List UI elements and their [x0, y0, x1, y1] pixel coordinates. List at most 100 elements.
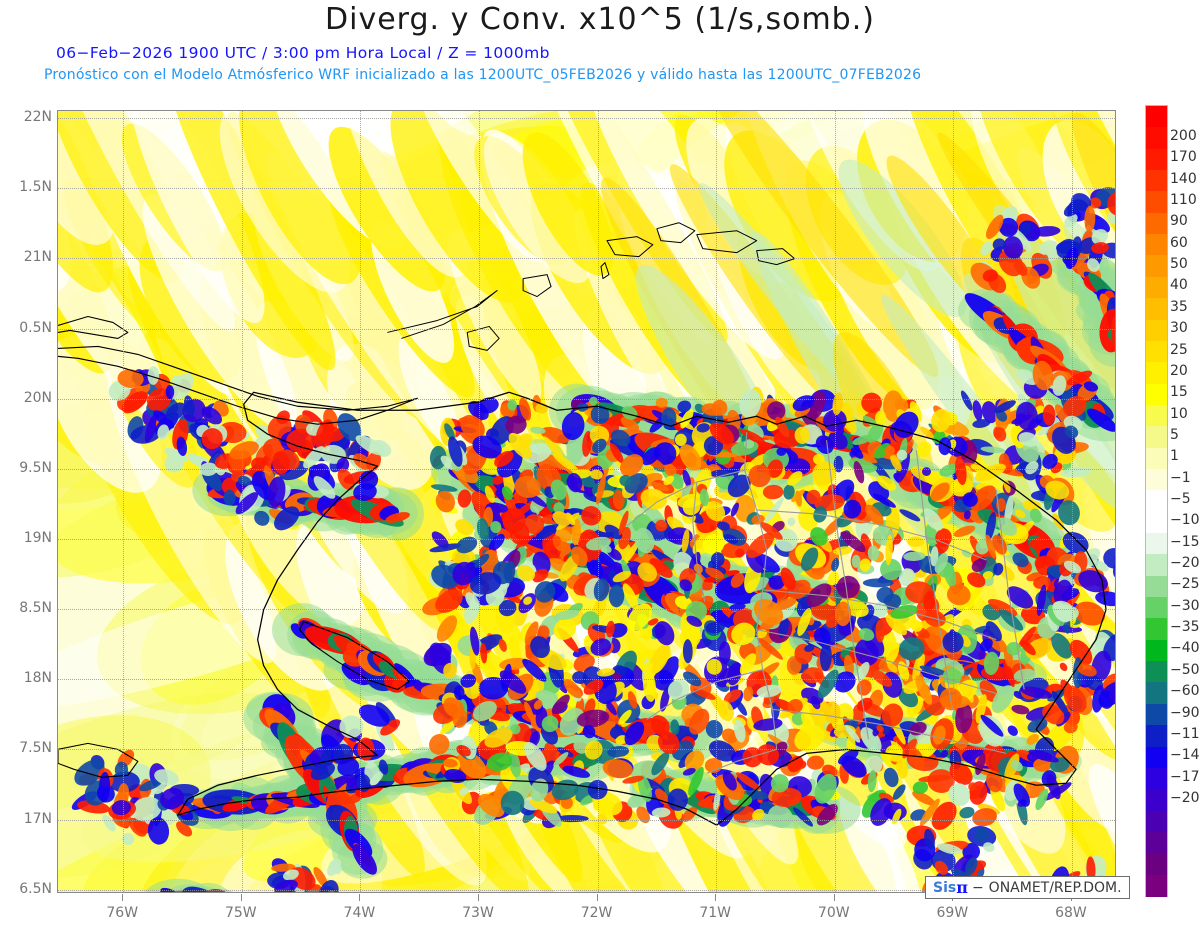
field-cell — [919, 798, 940, 826]
divergence-convergence-field — [58, 111, 1115, 892]
field-cell — [619, 474, 632, 487]
colorbar-tick-label: 10 — [1170, 405, 1188, 422]
colorbar-swatch[interactable] — [1146, 725, 1167, 748]
field-cell — [835, 601, 852, 627]
field-cell — [1059, 662, 1068, 672]
field-cell — [627, 794, 646, 808]
colorbar-swatch[interactable] — [1146, 426, 1167, 449]
field-cell — [553, 502, 565, 515]
colorbar-swatch[interactable] — [1146, 404, 1167, 427]
field-cell — [908, 747, 925, 770]
field-cell — [1033, 576, 1051, 589]
colorbar-swatch[interactable] — [1146, 789, 1167, 812]
field-cell — [1007, 725, 1018, 736]
colorbar-swatch[interactable] — [1146, 661, 1167, 684]
field-cell — [674, 433, 687, 446]
field-cell — [452, 561, 476, 586]
field-cell — [968, 782, 977, 791]
field-cell — [1020, 640, 1036, 656]
field-cell — [436, 615, 458, 642]
field-cell — [147, 817, 170, 845]
field-cell — [912, 781, 929, 795]
field-cell — [813, 627, 831, 646]
colorbar-swatch[interactable] — [1146, 597, 1167, 620]
colorbar-swatch[interactable] — [1146, 191, 1167, 214]
field-cell — [885, 642, 900, 665]
field-cell — [1015, 401, 1038, 431]
field-cell — [959, 806, 975, 819]
colorbar-swatch[interactable] — [1146, 340, 1167, 363]
field-cell — [592, 438, 607, 453]
colorbar-swatch[interactable] — [1146, 362, 1167, 385]
colorbar-swatch[interactable] — [1146, 874, 1167, 897]
field-cell — [924, 828, 935, 850]
field-cell — [875, 619, 885, 643]
field-cell — [456, 745, 471, 757]
colorbar-swatch[interactable] — [1146, 255, 1167, 278]
field-cell — [705, 501, 726, 522]
colorbar-swatch[interactable] — [1146, 170, 1167, 192]
colorbar-swatch[interactable] — [1146, 639, 1167, 662]
colorbar-swatch[interactable] — [1146, 703, 1167, 726]
colorbar-swatch[interactable] — [1146, 767, 1167, 790]
map-plot-area[interactable] — [57, 110, 1116, 893]
field-cell — [980, 446, 1006, 454]
field-cell — [582, 430, 592, 457]
colorbar-swatch[interactable] — [1146, 575, 1167, 598]
field-cell — [477, 518, 490, 541]
colorbar-swatch[interactable] — [1146, 533, 1167, 555]
field-cell — [561, 412, 585, 441]
colorbar-swatch[interactable] — [1146, 682, 1167, 705]
colorbar-swatch[interactable] — [1146, 468, 1167, 491]
field-cell — [276, 410, 290, 425]
field-cell — [1010, 760, 1023, 772]
field-cell — [267, 476, 286, 508]
colorbar-swatch[interactable] — [1146, 618, 1167, 641]
lon-tick-label: 75W — [224, 905, 257, 921]
colorbar-swatch[interactable] — [1146, 447, 1167, 470]
field-cell — [235, 492, 259, 515]
field-cell — [962, 492, 978, 507]
lat-tick-label: 6.5N — [19, 880, 52, 897]
colorbar-swatch[interactable] — [1146, 383, 1167, 406]
colorbar-swatch[interactable] — [1146, 148, 1167, 171]
field-cell — [480, 643, 488, 664]
lon-tick-mark — [715, 894, 717, 901]
field-cell — [530, 426, 546, 435]
field-cell — [739, 653, 756, 675]
field-cell — [753, 718, 783, 731]
colorbar-swatch[interactable] — [1146, 234, 1167, 257]
field-cell — [477, 793, 505, 818]
colorbar-swatch[interactable] — [1146, 319, 1167, 342]
colorbar-swatch[interactable] — [1146, 212, 1167, 235]
field-cell — [514, 475, 541, 498]
field-cell — [985, 511, 997, 542]
field-cell — [688, 708, 710, 735]
lon-tick-label: 72W — [580, 905, 613, 921]
colorbar[interactable] — [1145, 105, 1168, 897]
field-cell — [884, 445, 895, 457]
colorbar-swatch[interactable] — [1146, 554, 1167, 577]
lon-tick-mark — [596, 894, 598, 901]
colorbar-swatch[interactable] — [1146, 276, 1167, 299]
colorbar-swatch[interactable] — [1146, 298, 1167, 321]
colorbar-swatch[interactable] — [1146, 106, 1167, 128]
coastline-southwest-island — [58, 742, 139, 778]
field-cell — [983, 651, 1000, 675]
colorbar-swatch[interactable] — [1146, 127, 1167, 150]
colorbar-swatch[interactable] — [1146, 831, 1167, 854]
field-cell — [636, 806, 651, 824]
colorbar-tick-label: 90 — [1170, 213, 1188, 230]
colorbar-swatch[interactable] — [1146, 810, 1167, 833]
colorbar-swatch[interactable] — [1146, 746, 1167, 769]
field-cell — [903, 551, 926, 561]
field-cell — [380, 719, 401, 736]
field-cell — [500, 790, 525, 816]
colorbar-swatch[interactable] — [1146, 490, 1167, 513]
forecast-valid-time-line: 06−Feb−2026 1900 UTC / 3:00 pm Hora Loca… — [56, 44, 550, 62]
colorbar-swatch[interactable] — [1146, 511, 1167, 534]
field-cell — [860, 727, 882, 753]
colorbar-swatch[interactable] — [1146, 853, 1167, 876]
field-cell — [144, 412, 159, 443]
field-cell — [470, 572, 502, 595]
